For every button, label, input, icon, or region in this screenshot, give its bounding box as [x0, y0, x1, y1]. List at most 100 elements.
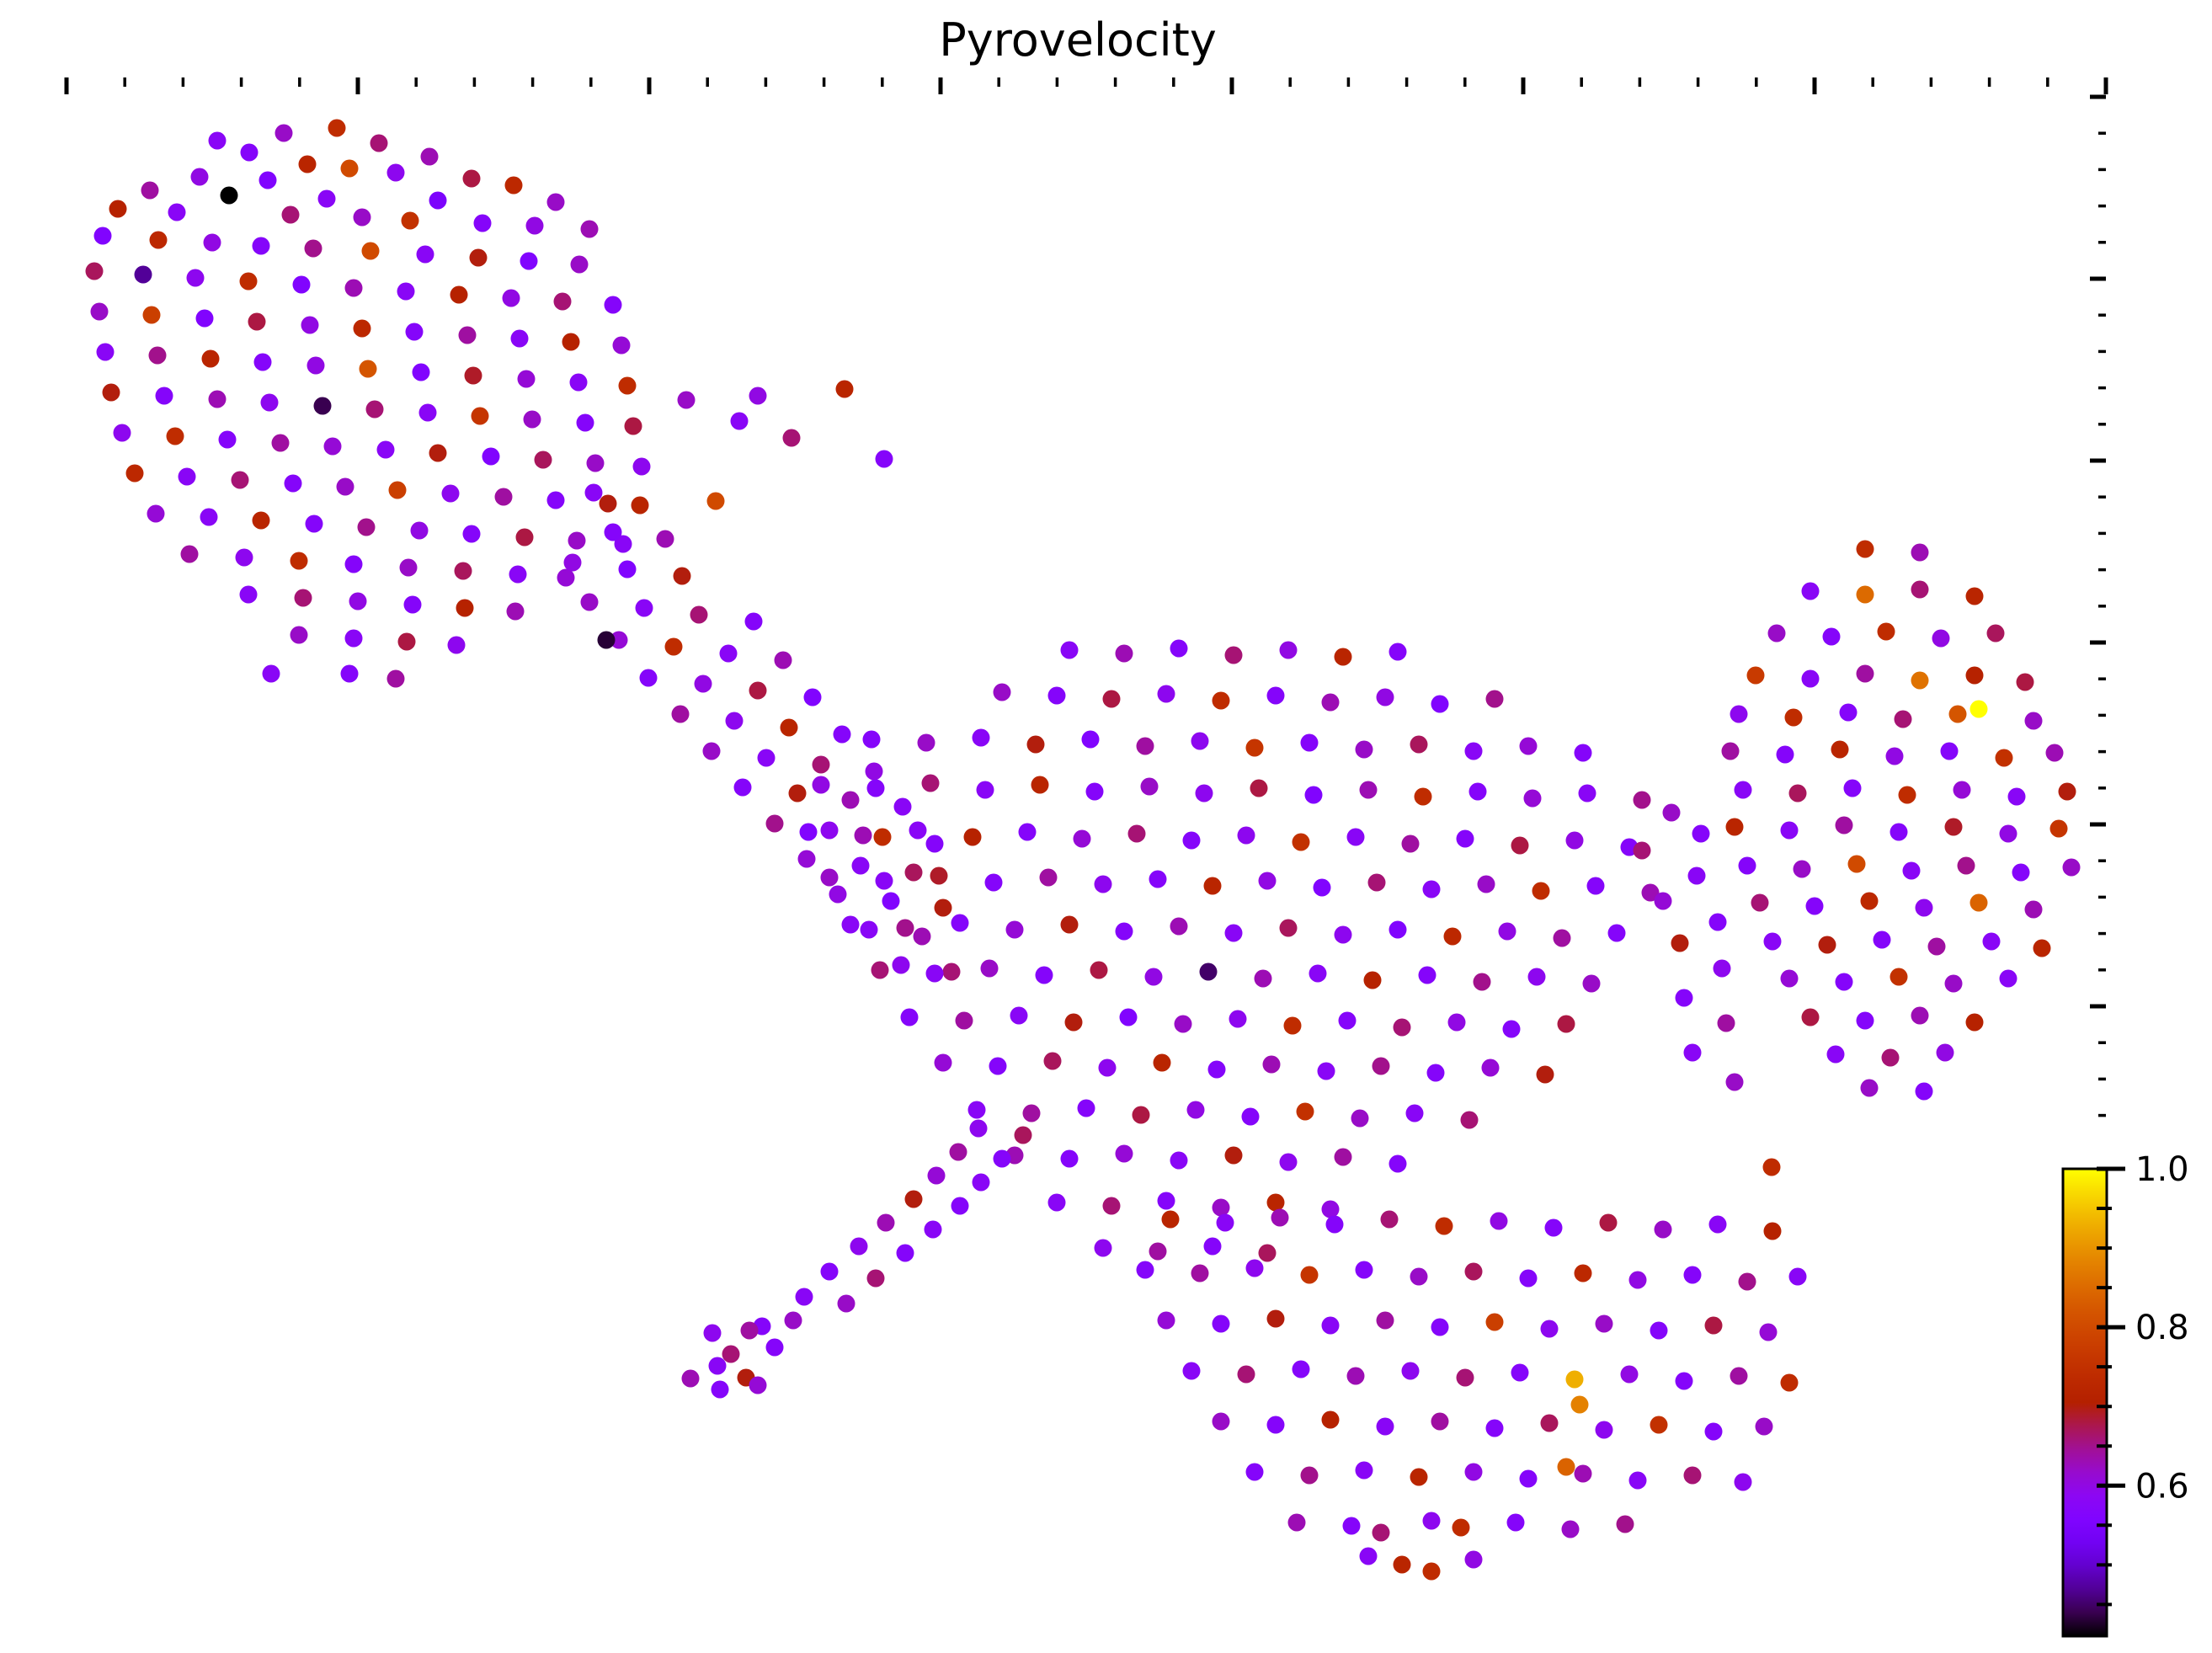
- scatter-point: [397, 282, 415, 301]
- scatter-point: [1245, 739, 1264, 757]
- scatter-point: [1780, 969, 1799, 988]
- scatter-point: [125, 464, 144, 483]
- scatter-point: [113, 424, 131, 442]
- scatter-point: [1422, 1562, 1441, 1581]
- scatter-point: [1376, 688, 1394, 707]
- scatter-point: [218, 430, 237, 449]
- scatter-point: [812, 776, 830, 794]
- scatter-point: [570, 255, 589, 274]
- scatter-point: [1170, 917, 1188, 936]
- scatter-point: [1372, 1523, 1390, 1542]
- colorbar-tick-label: 0.6: [2135, 1467, 2189, 1506]
- scatter-point: [1372, 1057, 1390, 1075]
- scatter-point: [386, 163, 405, 182]
- scatter-point: [240, 143, 259, 162]
- scatter-point: [1191, 732, 1209, 750]
- scatter-point: [639, 669, 658, 687]
- scatter-point: [744, 612, 763, 631]
- scatter-point: [1877, 622, 1895, 641]
- scatter-point: [733, 778, 752, 797]
- scatter-point: [1898, 786, 1916, 804]
- scatter-point: [1574, 744, 1592, 762]
- scatter-point: [509, 565, 527, 584]
- scatter-point: [706, 492, 725, 510]
- scatter-point: [788, 784, 807, 803]
- scatter-point: [305, 515, 323, 533]
- scatter-point: [1915, 1082, 1933, 1101]
- scatter-point: [1616, 1515, 1634, 1533]
- scatter-point: [1241, 1107, 1260, 1126]
- scatter-point: [317, 189, 336, 208]
- scatter-point: [1788, 784, 1807, 803]
- scatter-point: [1671, 934, 1689, 952]
- scatter-point: [1346, 828, 1365, 846]
- scatter-point: [1969, 893, 1988, 912]
- scatter-point: [1628, 1271, 1647, 1289]
- scatter-point: [1468, 782, 1487, 801]
- scatter-point: [534, 451, 552, 469]
- scatter-point: [1317, 1062, 1335, 1080]
- scatter-point: [1237, 1365, 1255, 1384]
- scatter-point: [1300, 733, 1319, 752]
- scatter-point: [635, 599, 653, 617]
- scatter-point: [304, 239, 322, 258]
- scatter-point: [482, 447, 500, 466]
- scatter-point: [1245, 1259, 1264, 1277]
- scatter-point: [195, 309, 214, 328]
- scatter-point: [604, 296, 622, 314]
- scatter-point: [328, 119, 346, 137]
- scatter-point: [1607, 924, 1626, 942]
- scatter-point: [410, 521, 429, 540]
- scatter-point: [934, 898, 952, 917]
- scatter-point: [862, 730, 881, 749]
- scatter-point: [376, 440, 395, 459]
- scatter-point: [1944, 818, 1963, 836]
- scatter-point: [612, 336, 631, 355]
- scatter-point: [749, 1376, 767, 1394]
- scatter-point: [1212, 1314, 1230, 1333]
- scatter-point: [1212, 1198, 1230, 1217]
- scatter-point: [1043, 1052, 1062, 1070]
- scatter-point: [1254, 969, 1272, 988]
- scatter-point: [875, 450, 893, 468]
- scatter-point: [1431, 1412, 1449, 1431]
- scatter-point: [1911, 580, 1929, 599]
- scatter-point: [835, 380, 854, 398]
- scatter-point: [1258, 872, 1277, 890]
- scatter-point: [1355, 740, 1373, 759]
- scatter-point: [1338, 1011, 1357, 1030]
- scatter-point: [2024, 900, 2043, 919]
- scatter-point: [1965, 587, 1984, 605]
- scatter-point: [462, 169, 481, 188]
- scatter-point: [239, 585, 258, 604]
- scatter-point: [1485, 1313, 1504, 1331]
- scatter-point: [631, 496, 649, 515]
- scatter-point: [1831, 740, 1849, 759]
- scatter-point: [925, 964, 944, 983]
- scatter-point: [1064, 1013, 1083, 1032]
- scatter-point: [1485, 690, 1504, 708]
- scatter-point: [719, 644, 738, 663]
- scatter-point: [749, 387, 767, 405]
- scatter-point: [231, 471, 249, 489]
- scatter-point: [1342, 1517, 1361, 1535]
- scatter-point: [1199, 962, 1218, 981]
- scatter-point: [1388, 643, 1407, 661]
- scatter-point: [955, 1011, 973, 1030]
- scatter-point: [1999, 969, 2017, 988]
- scatter-point: [281, 205, 300, 224]
- scatter-point: [1932, 629, 1950, 648]
- scatter-point: [749, 681, 767, 700]
- scatter-point: [1734, 781, 1752, 799]
- scatter-point: [1376, 1417, 1394, 1436]
- scatter-point: [1995, 749, 2013, 767]
- scatter-point: [1675, 989, 1693, 1007]
- colorbar: 1.0 0.8 0.6: [2061, 1150, 2189, 1638]
- scatter-point: [1730, 1367, 1748, 1385]
- scatter-point: [563, 553, 582, 572]
- scatter-point: [569, 373, 588, 392]
- scatter-point: [1127, 824, 1146, 843]
- scatter-point: [1553, 929, 1571, 947]
- scatter-point: [1856, 585, 1874, 604]
- scatter-point: [456, 599, 474, 617]
